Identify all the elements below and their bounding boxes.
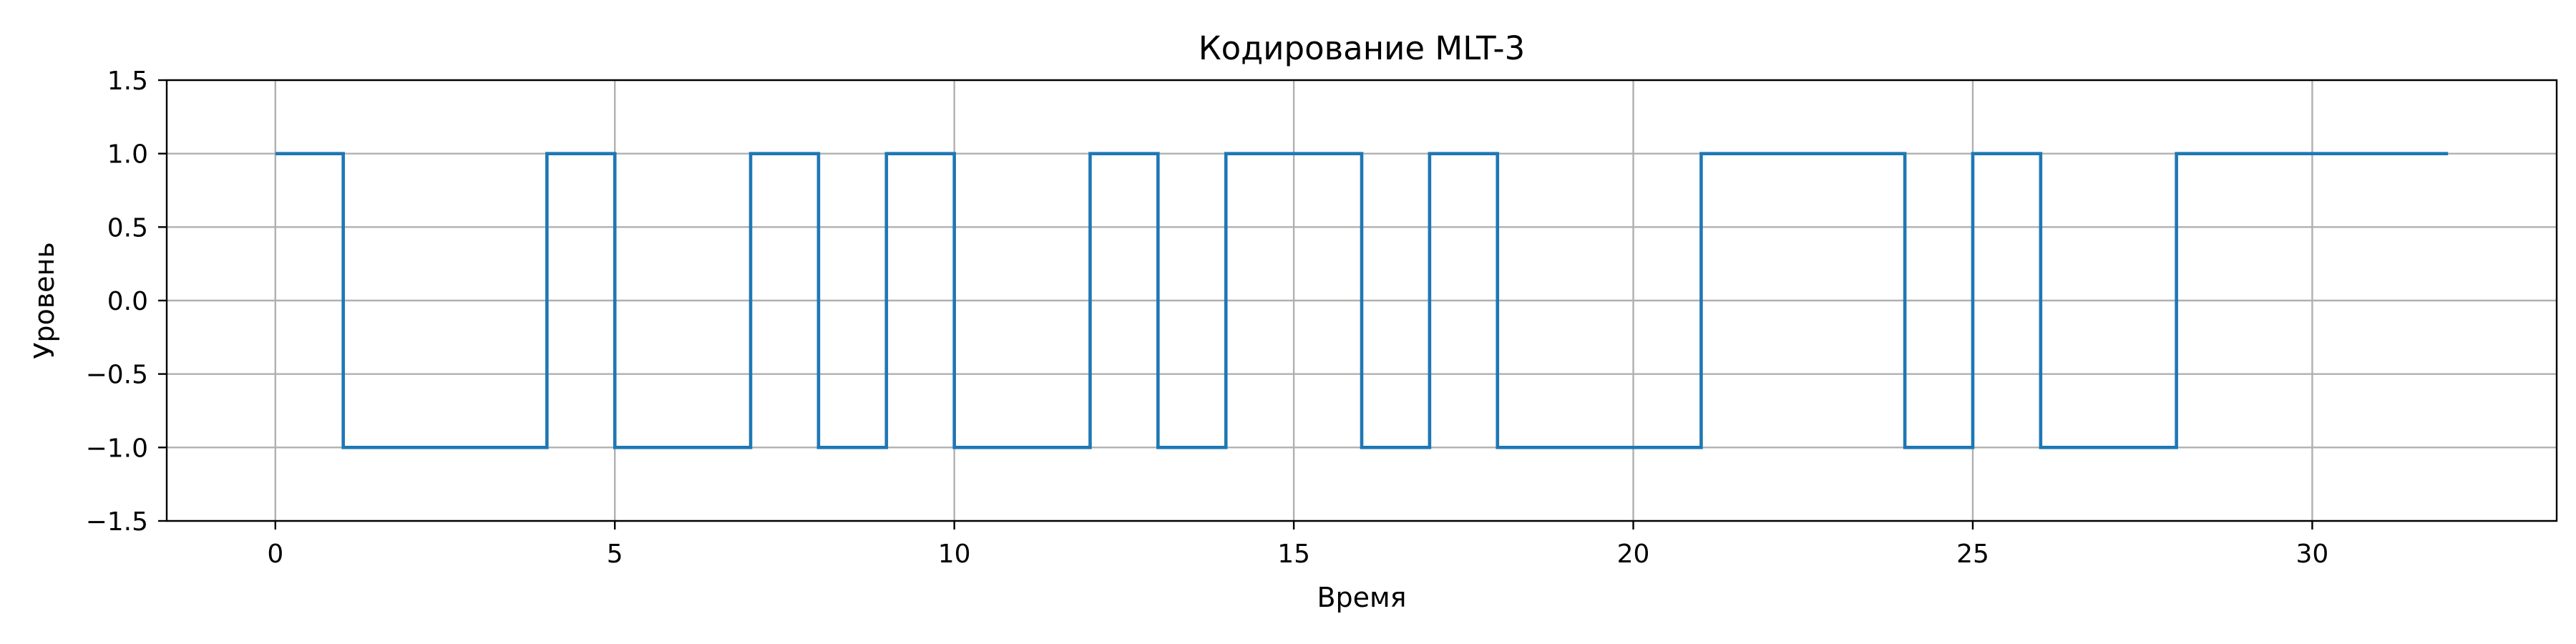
mlt3-signal-line (275, 152, 2449, 449)
x-tick-label: 20 (1617, 540, 1650, 569)
y-tick-label: 0.5 (107, 213, 148, 243)
y-tick-label: 0.0 (107, 287, 148, 316)
series-layer (275, 152, 2449, 449)
y-tick-label: −1.0 (86, 434, 148, 463)
x-axis-label: Время (1317, 582, 1406, 613)
x-tick-label: 5 (607, 540, 623, 569)
x-tick-label: 0 (267, 540, 283, 569)
chart-title: Кодирование MLT-3 (1199, 29, 1526, 67)
y-tick-label: −0.5 (86, 361, 148, 390)
y-tick-label: 1.0 (107, 140, 148, 170)
x-tick-label: 15 (1277, 540, 1310, 569)
x-tick-label: 10 (938, 540, 971, 569)
y-tick-label: 1.5 (107, 67, 148, 96)
x-tick-label: 25 (1956, 540, 1989, 569)
x-tick-label: 30 (2296, 540, 2329, 569)
tick-layer: 0 5 10 15 20 25 30 1.5 1.0 0.5 0.0 −0.5 −1.0 −1.5 (86, 67, 2329, 569)
y-axis-label: Уровень (29, 242, 60, 359)
y-tick-label: −1.5 (86, 507, 148, 537)
